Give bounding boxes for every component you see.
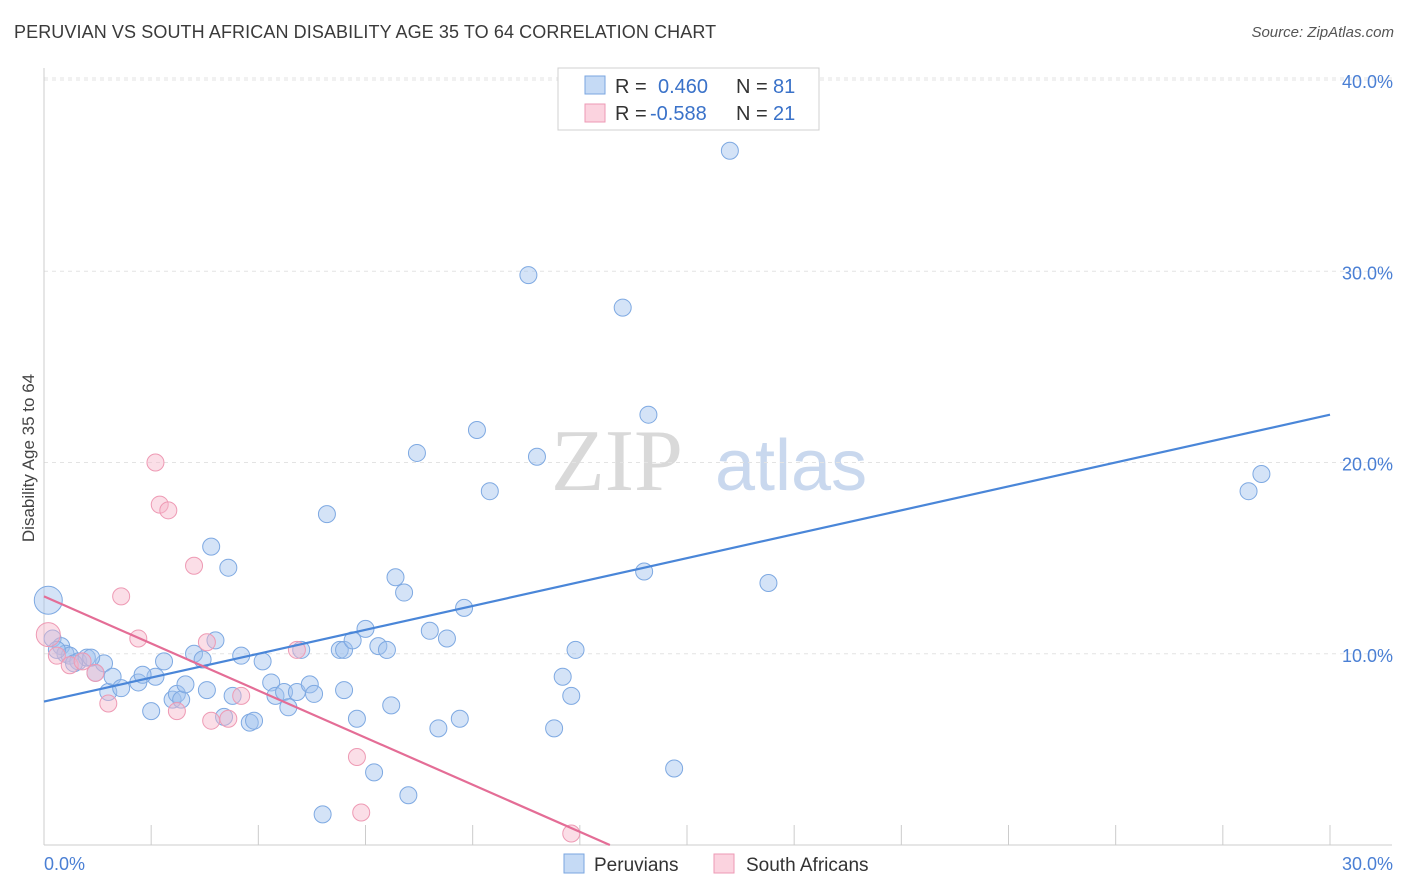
peruvian-point [407,443,426,462]
peruvian-point [317,505,336,524]
peruvian-point [613,298,632,317]
peruvian-point [1239,482,1258,501]
peruvian-trend-line [43,413,1331,703]
south-african-point [185,556,204,575]
south-african-point [47,646,66,665]
peruvian-point [386,568,405,587]
south-african-point [86,663,105,682]
peruvian-point [253,652,272,671]
watermark-zip: ZIP [551,413,683,510]
axes: 10.0% 20.0% 30.0% 40.0% 0.0% 30.0% [43,68,1393,874]
peruvian-point [369,637,388,656]
south-african-point [112,587,131,606]
peruvian-point [219,558,238,577]
peruvian-point [245,711,264,730]
y-tick-label: 30.0% [1342,263,1393,283]
peruvian-point [197,681,216,700]
peruvian-point [33,585,63,615]
south-african-point [352,803,371,822]
peruvian-point [429,719,448,738]
peruvian-point [519,266,538,285]
bottom-legend-label-south-africans: South Africans [746,855,869,876]
peruvian-point [562,686,581,705]
peruvian-point [347,709,366,728]
watermark-atlas: atlas [715,426,867,506]
peruvian-point [527,447,546,466]
legend-row-peruvians: R = 0.460 N = 81 [584,75,795,98]
peruvian-point [155,652,174,671]
south-african-point [150,495,169,514]
peruvian-point [330,640,349,659]
legend-n-label: N = [736,76,768,98]
peruvian-point [399,786,418,805]
legend-r-label: R = [615,76,647,98]
peruvian-point [377,640,396,659]
peruvian-point [720,141,739,160]
south-african-point [159,501,178,520]
y-tick-label: 20.0% [1342,455,1393,475]
south-african-point [219,709,238,728]
correlation-legend: R = 0.460 N = 81 R = -0.588 N = 21 [557,67,820,131]
legend-n-label: N = [736,103,768,125]
legend-r-label: R = [615,103,647,125]
south-african-point [197,633,216,652]
y-tick-label: 10.0% [1342,646,1393,666]
legend-r-value: -0.588 [650,103,707,125]
peruvian-point [335,681,354,700]
south-african-point [35,622,61,648]
grid-lines [44,77,1392,655]
trend-lines [43,413,1331,847]
peruvian-point [450,709,469,728]
bottom-legend-label-peruvians: Peruvians [594,855,679,876]
legend-n-value: 81 [773,76,795,98]
peruvian-point [202,537,221,556]
x-tick-label-max: 30.0% [1342,854,1393,874]
peruvian-point [467,420,486,439]
south-african-point [99,694,118,713]
peruvian-point [553,667,572,686]
peruvian-point [262,673,281,692]
peruvian-point [420,621,439,640]
south-african-point [146,453,165,472]
legend-row-south-africans: R = -0.588 N = 21 [584,103,795,125]
legend-swatch-peruvians [584,75,606,95]
legend-n-value: 21 [773,103,795,125]
y-axis-label: Disability Age 35 to 64 [19,374,38,542]
legend-r-value: 0.460 [658,76,708,98]
bottom-legend-swatch-peruvians [563,853,585,874]
peruvian-point [1252,464,1271,483]
peruvian-point [300,675,319,694]
peruvian-point [176,675,195,694]
peruvian-point [437,629,456,648]
south-african-point [167,702,186,721]
chart-title: PERUVIAN VS SOUTH AFRICAN DISABILITY AGE… [14,22,717,42]
y-tick-label: 40.0% [1342,72,1393,92]
south-african-point [347,748,366,767]
source-label: Source: ZipAtlas.com [1251,24,1394,41]
bottom-legend-swatch-south-africans [713,853,735,874]
peruvian-point [639,405,658,424]
series-legend: Peruvians South Africans [563,853,869,876]
legend-swatch-south-africans [584,103,606,123]
south-african-point [232,686,251,705]
south-african-point [73,652,92,671]
peruvian-point [759,573,778,592]
peruvian-point [566,640,585,659]
peruvian-point [142,702,161,721]
south-african-point [202,711,221,730]
data-points [33,141,1271,843]
peruvian-point [395,583,414,602]
south-african-trend-line [43,595,611,847]
x-tick-label-min: 0.0% [44,854,85,874]
peruvian-point [665,759,684,778]
peruvian-point [305,684,324,703]
peruvian-point [545,719,564,738]
peruvian-point [313,805,332,824]
peruvian-point [365,763,384,782]
peruvian-point [480,482,499,501]
peruvian-point [382,696,401,715]
